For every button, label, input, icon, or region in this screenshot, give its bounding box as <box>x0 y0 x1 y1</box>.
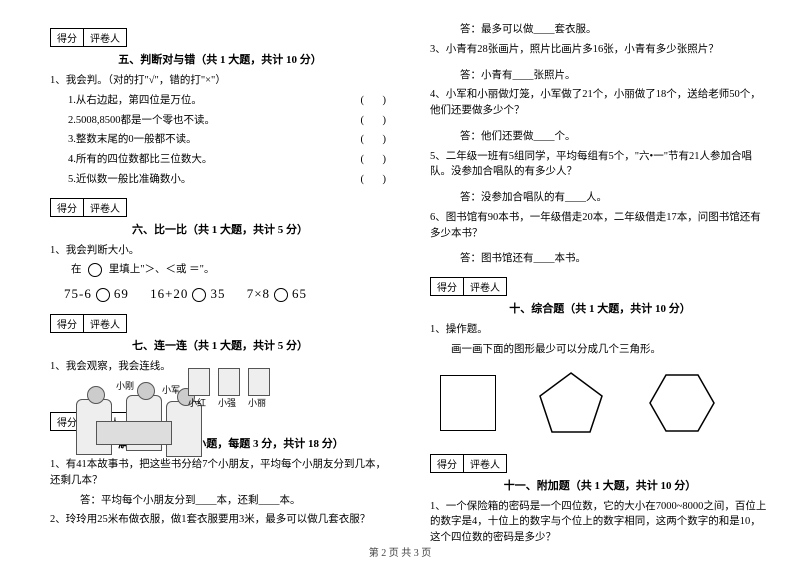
paren: ( ) <box>361 93 391 109</box>
section-10-lead: 1、操作题。 <box>430 322 770 338</box>
page-footer: 第 2 页 共 3 页 <box>0 544 800 559</box>
q8-6: 6、图书馆有90本书，一年级借走20本，二年级借走17本，问图书馆还有多少本书？ <box>430 210 770 242</box>
judge-item-4: 4.所有的四位数都比三位数大。( ) <box>68 152 390 168</box>
q8-4: 4、小军和小丽做灯笼，小军做了21个，小丽做了18个，送给老师50个，他们还要做… <box>430 87 770 119</box>
score-box-11: 得分 评卷人 <box>430 454 770 473</box>
object-2 <box>218 368 240 396</box>
hexagon-shape <box>646 371 718 435</box>
compare-expressions: 75-669 16+2035 7×865 <box>64 286 390 302</box>
circle-blank <box>96 288 110 302</box>
pentagon-shape <box>536 370 606 436</box>
q11-1: 1、一个保险箱的密码是一个四位数，它的大小在7000~8000之间，百位上的数字… <box>430 499 770 546</box>
q8-2: 2、玲玲用25米布做衣服，做1套衣服要用3米，最多可以做几套衣服？ <box>50 512 390 528</box>
score-box-10: 得分 评卷人 <box>430 277 770 296</box>
a8-3: 答：小青有____张照片。 <box>460 68 770 84</box>
section-5-title: 五、判断对与错（共 1 大题，共计 10 分） <box>50 51 390 67</box>
judge-item-2: 2.5008,8500都是一个零也不读。( ) <box>68 113 390 129</box>
circle-icon <box>88 263 102 277</box>
label-xiaoli: 小丽 <box>248 396 266 409</box>
score-label: 得分 <box>50 28 84 47</box>
section-6-title: 六、比一比（共 1 大题，共计 5 分） <box>50 221 390 237</box>
judge-item-5: 5.近似数一般比准确数小。( ) <box>68 172 390 188</box>
q8-5: 5、二年级一班有5组同学，平均每组有5个，"六•一"节有21人参加合唱队。没参加… <box>430 149 770 181</box>
judge-item-1: 1.从右边起，第四位是万位。( ) <box>68 93 390 109</box>
section-7-title: 七、连一连（共 1 大题，共计 5 分） <box>50 337 390 353</box>
table-figure <box>96 421 172 445</box>
a8-4: 答：他们还要做____个。 <box>460 129 770 145</box>
score-box-5: 得分 评卷人 <box>50 28 390 47</box>
label-xiaoqiang: 小强 <box>218 396 236 409</box>
section-11-title: 十一、附加题（共 1 大题，共计 10 分） <box>430 477 770 493</box>
label-xiaogang: 小刚 <box>116 379 134 392</box>
judge-item-3: 3.整数末尾的0一般都不读。( ) <box>68 132 390 148</box>
a8-5: 答：没参加合唱队的有____人。 <box>460 190 770 206</box>
section-6-rule: 在 里填上"＞、＜或 ＝"。 <box>50 262 390 278</box>
section-10-sub: 画一画下面的图形最少可以分成几个三角形。 <box>430 342 770 358</box>
section-10-title: 十、综合题（共 1 大题，共计 10 分） <box>430 300 770 316</box>
label-xiaohong: 小红 <box>188 396 206 409</box>
section-5-lead: 1、我会判。（对的打"√"，错的打"×"） <box>50 73 390 89</box>
q8-3: 3、小青有28张画片，照片比画片多16张，小青有多少张照片？ <box>430 42 770 58</box>
object-1 <box>188 368 210 396</box>
shapes-row <box>440 370 770 436</box>
a8-2: 答：最多可以做____套衣服。 <box>460 22 770 38</box>
connect-illustration: 小刚 小军 小红 小强 小丽 <box>70 381 270 400</box>
score-box-7: 得分 评卷人 <box>50 314 390 333</box>
square-shape <box>440 375 496 431</box>
a8-6: 答：图书馆还有____本书。 <box>460 251 770 267</box>
object-3 <box>248 368 270 396</box>
q8-1: 1、有41本故事书，把这些书分给7个小朋友，平均每个小朋友分到几本，还剩几本？ <box>50 457 390 489</box>
section-6-lead: 1、我会判断大小。 <box>50 243 390 259</box>
grader-label: 评卷人 <box>84 28 127 47</box>
a8-1: 答：平均每个小朋友分到____本，还剩____本。 <box>80 493 390 509</box>
score-box-6: 得分 评卷人 <box>50 198 390 217</box>
